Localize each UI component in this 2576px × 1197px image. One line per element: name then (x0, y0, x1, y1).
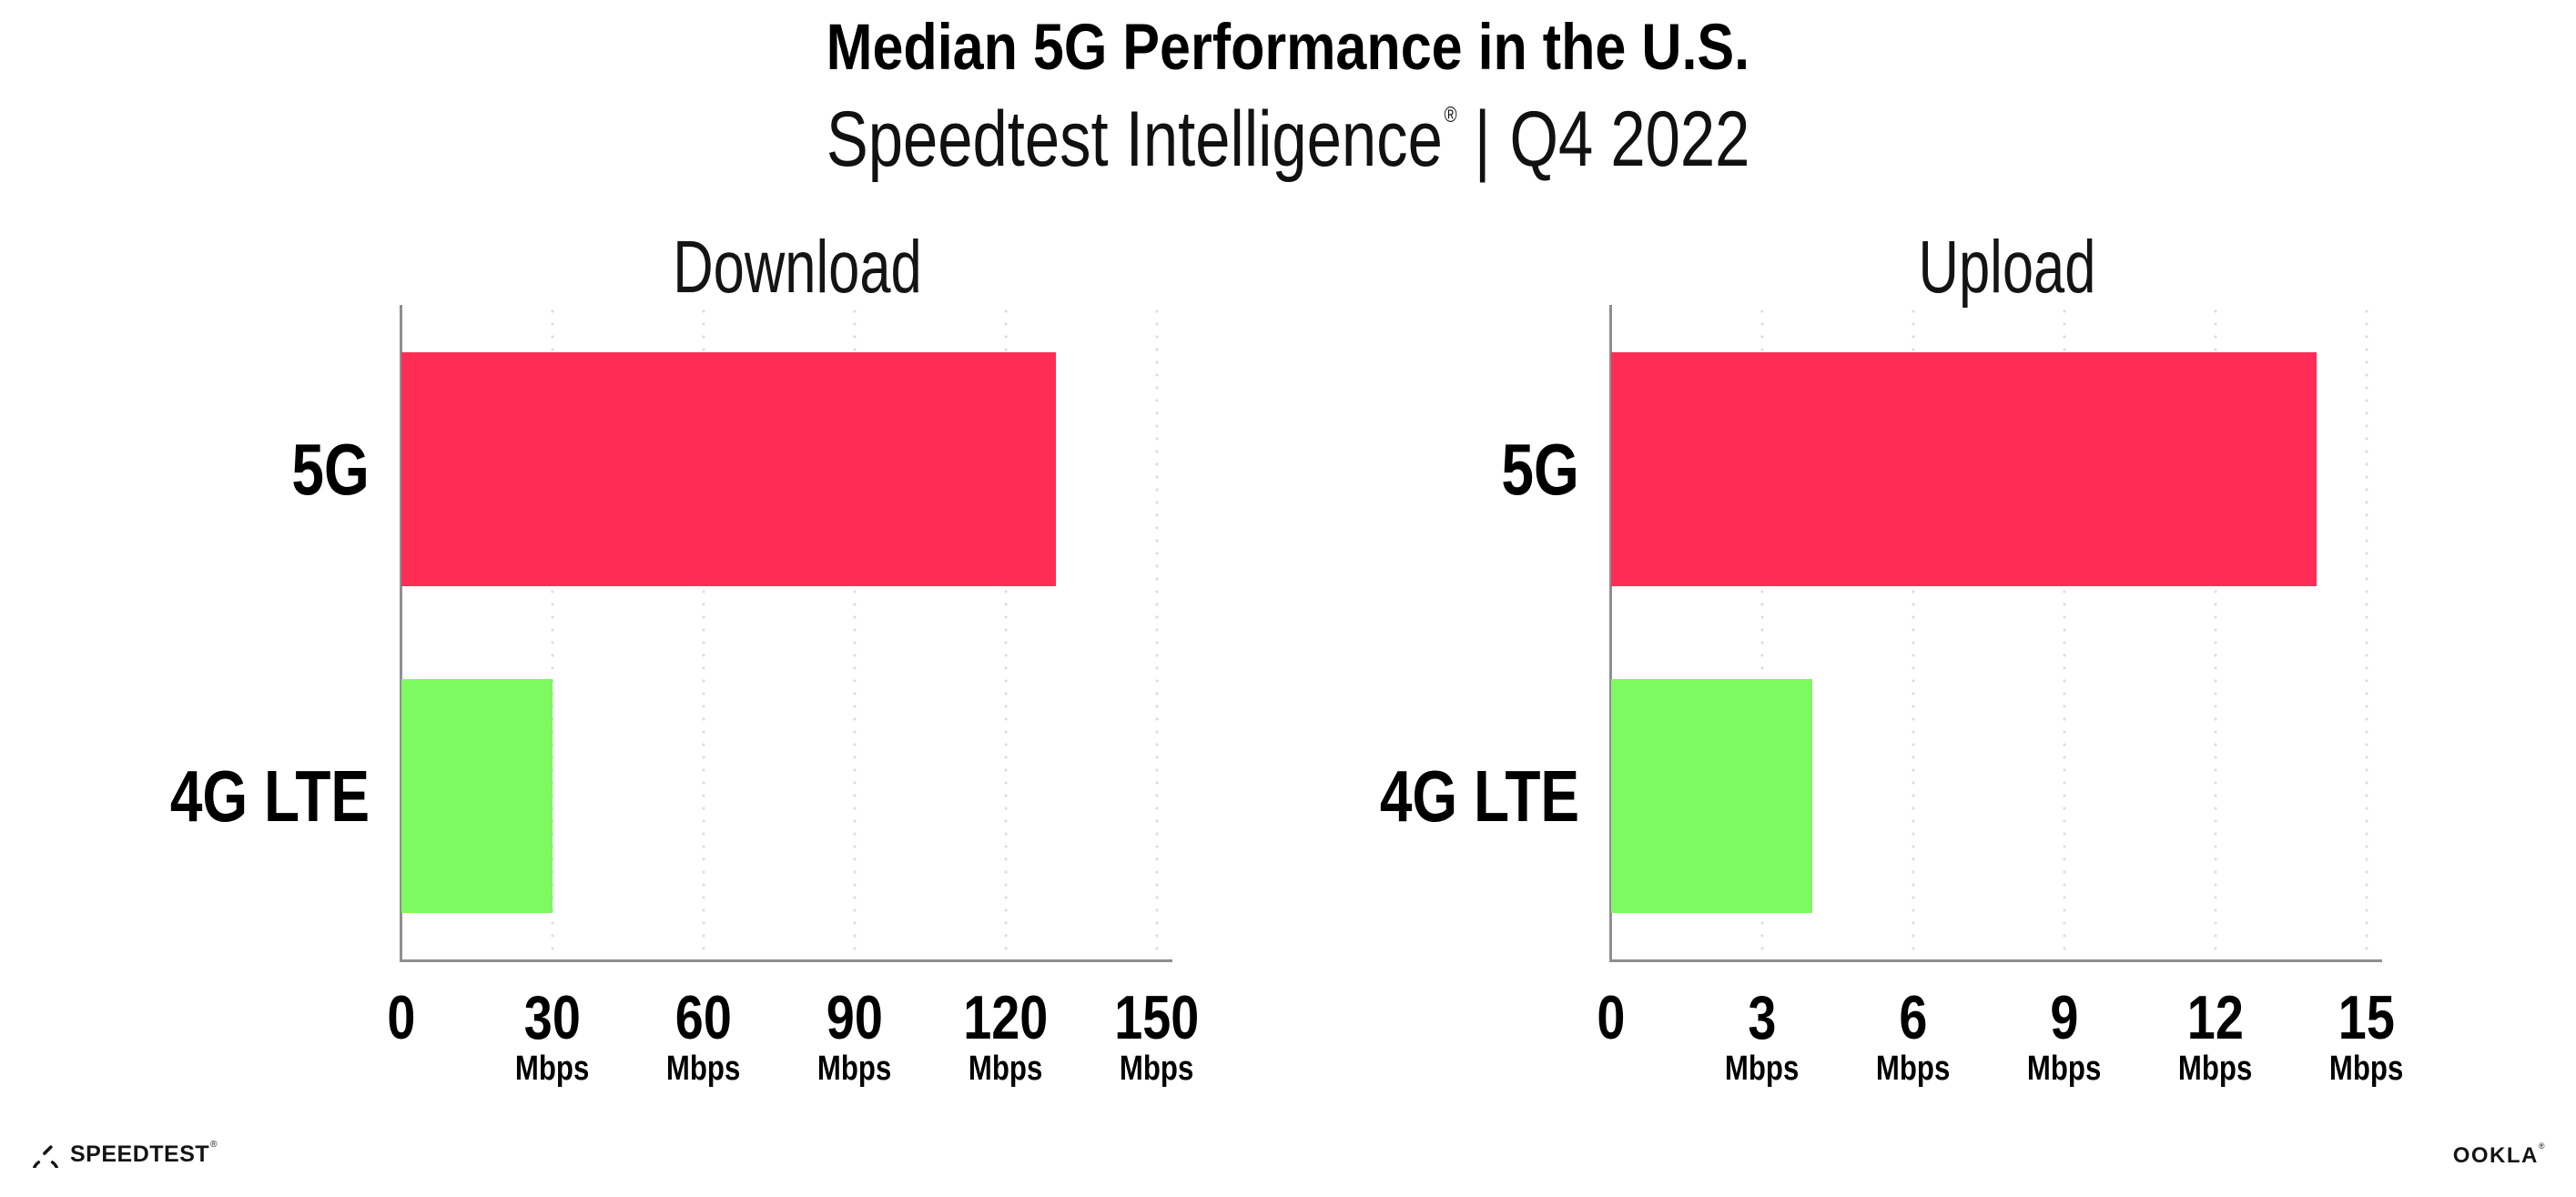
x-tick-unit-3: Mbps (1725, 1050, 1800, 1088)
category-label-4g-lte: 4G LTE (1379, 756, 1579, 837)
ookla-registered-mark: ® (2538, 1141, 2546, 1151)
page-title-text: Median 5G Performance in the U.S. (826, 12, 1750, 84)
x-tick-unit-120: Mbps (969, 1050, 1043, 1088)
gridline-3 (1760, 305, 1764, 959)
x-tick-label-120: 120 Mbps (919, 987, 1092, 1090)
x-tick-unit-30: Mbps (515, 1050, 590, 1088)
gridline-15 (2365, 305, 2368, 959)
speedtest-logo-text: SPEEDTEST® (70, 1140, 218, 1167)
upload-plot-area: 0 3 Mbps 6 Mbps 9 Mbps 12 Mbps 15 Mbps 5G 4G LTE (1380, 305, 2404, 1088)
x-tick-label-90: 90 Mbps (768, 987, 941, 1090)
ookla-logo: OOKLA® (2452, 1141, 2546, 1169)
gridline-12 (2214, 305, 2217, 959)
x-tick-label-60: 60 Mbps (617, 987, 790, 1090)
x-tick-unit-90: Mbps (817, 1050, 892, 1088)
registered-mark: ® (1444, 103, 1457, 127)
x-tick-unit-6: Mbps (1876, 1050, 1951, 1088)
x-tick-unit-150: Mbps (1120, 1050, 1194, 1088)
gridline-120 (1004, 305, 1008, 959)
page-subtitle: Speedtest Intelligence® | Q4 2022 (0, 96, 2576, 182)
x-tick-unit-12: Mbps (2178, 1050, 2253, 1088)
gridline-9 (2063, 305, 2066, 959)
x-tick-label-12: 12 Mbps (2129, 987, 2302, 1090)
x-tick-label-150: 150 Mbps (1070, 987, 1243, 1090)
upload-chart: Upload 0 3 Mbps 6 Mbps 9 Mbps 12 Mbps 15 Mbps 5G 4G … (1380, 230, 2404, 1089)
x-tick-unit-15: Mbps (2329, 1050, 2404, 1088)
x-tick-label-0: 0 (1597, 983, 1626, 1052)
bar-4g-lte-download (401, 679, 553, 913)
gridline-150 (1155, 305, 1159, 959)
download-plot-area: 0 30 Mbps 60 Mbps 90 Mbps 120 Mbps 150 Mbps 5G 4G LT… (170, 305, 1200, 1088)
gridline-60 (702, 305, 705, 959)
x-tick-label-30: 30 Mbps (466, 987, 639, 1090)
bar-5g-download (401, 352, 1056, 586)
speedtest-logo: SPEEDTEST® (30, 1137, 218, 1186)
category-label-5g: 5G (291, 429, 370, 510)
gridline-6 (1912, 305, 1915, 959)
ookla-logo-text: OOKLA (2452, 1143, 2539, 1168)
chart-title-upload: Upload (1918, 226, 2096, 309)
speedtest-gauge-icon (30, 1137, 61, 1186)
x-tick-label-9: 9 Mbps (1978, 987, 2151, 1090)
category-label-4g-lte: 4G LTE (169, 756, 370, 837)
bar-5g-upload (1611, 352, 2317, 586)
gridline-30 (551, 305, 554, 959)
subtitle-brand: Speedtest Intelligence (826, 96, 1443, 183)
category-label-5g: 5G (1501, 429, 1579, 510)
subtitle-period: Q4 2022 (1509, 96, 1750, 183)
x-tick-label-6: 6 Mbps (1827, 987, 2000, 1090)
chart-title-download: Download (673, 226, 922, 309)
speedtest-registered-mark: ® (210, 1140, 218, 1150)
x-tick-unit-9: Mbps (2027, 1050, 2102, 1088)
download-chart: Download 0 30 Mbps 60 Mbps 90 Mbps 120 Mbps 150 Mb… (170, 230, 1200, 1089)
bar-4g-lte-upload (1611, 679, 1812, 913)
x-tick-unit-60: Mbps (666, 1050, 741, 1088)
x-tick-label-3: 3 Mbps (1676, 987, 1849, 1090)
subtitle-separator: | (1474, 96, 1491, 183)
x-tick-label-0: 0 (387, 983, 416, 1052)
page-title: Median 5G Performance in the U.S. (0, 13, 2576, 84)
x-tick-label-15: 15 Mbps (2280, 987, 2453, 1090)
gridline-90 (853, 305, 857, 959)
